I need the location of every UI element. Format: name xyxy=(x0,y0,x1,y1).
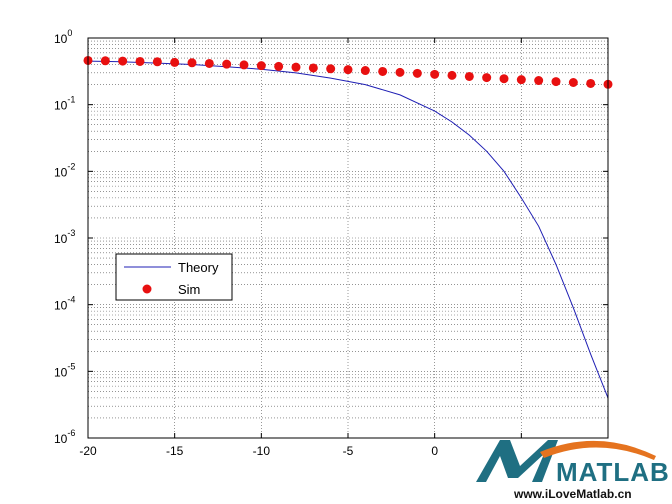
x-tick-label: -10 xyxy=(253,444,271,458)
matlab-logo-text: MATLAB xyxy=(556,457,670,487)
series-sim-point xyxy=(516,75,526,85)
series-sim-point xyxy=(447,70,457,80)
series-sim-point xyxy=(360,66,370,76)
series-sim-point xyxy=(326,64,336,74)
y-tick-label: 10-1 xyxy=(54,95,75,113)
x-tick-label: -20 xyxy=(79,444,97,458)
series-sim-point xyxy=(274,61,284,71)
series-sim-point xyxy=(256,61,266,71)
y-tick-label: 10-5 xyxy=(54,361,75,379)
legend-sim-label: Sim xyxy=(178,282,200,297)
series-sim-point xyxy=(187,58,197,68)
y-tick-label: 10-6 xyxy=(54,428,75,446)
y-tick-label: 10-3 xyxy=(54,228,75,246)
matlab-logo-swoosh xyxy=(540,440,656,460)
series-sim-point xyxy=(378,66,388,76)
y-axis-tick-labels: 100 10-1 10-2 10-3 10-4 10-5 10-6 xyxy=(54,28,75,446)
watermark-url: www.iLoveMatlab.cn xyxy=(513,487,632,501)
series-sim-point xyxy=(152,57,162,67)
series-sim-point xyxy=(118,56,128,66)
series-layer xyxy=(83,55,613,399)
series-theory-line xyxy=(87,60,609,399)
series-sim-point xyxy=(170,57,180,67)
legend: Theory Sim xyxy=(115,253,233,301)
axis-ticks xyxy=(87,37,609,439)
series-sim-point xyxy=(100,56,110,66)
series-sim-point xyxy=(204,58,214,68)
series-sim-point xyxy=(499,74,509,84)
series-sim-point xyxy=(135,56,145,66)
major-grid xyxy=(88,38,608,438)
y-tick-label: 100 xyxy=(54,28,72,46)
series-sim-point xyxy=(586,78,596,88)
x-tick-label: -15 xyxy=(166,444,184,458)
series-sim-point xyxy=(343,65,353,75)
series-sim-point xyxy=(464,71,474,81)
series-sim-point xyxy=(308,63,318,73)
matlab-watermark: MATLAB www.iLoveMatlab.cn xyxy=(462,440,672,504)
series-sim-point xyxy=(412,68,422,78)
series-sim-point xyxy=(430,69,440,79)
x-axis-tick-labels: -20-15-10-505 xyxy=(79,444,525,458)
matlab-logo-mark xyxy=(476,440,558,482)
legend-theory-label: Theory xyxy=(178,260,219,275)
series-sim-point xyxy=(568,78,578,88)
y-tick-label: 10-4 xyxy=(54,295,75,313)
x-tick-label: -5 xyxy=(343,444,354,458)
series-sim-point xyxy=(291,62,301,72)
y-tick-label: 10-2 xyxy=(54,161,75,179)
series-sim-point xyxy=(239,60,249,70)
legend-box xyxy=(115,253,233,301)
legend-sim-swatch xyxy=(142,284,152,294)
series-sim-point xyxy=(222,59,232,69)
series-sim-point xyxy=(551,77,561,87)
x-tick-label: 0 xyxy=(431,444,438,458)
series-sim-point xyxy=(482,73,492,83)
series-sim-point xyxy=(534,76,544,86)
series-sim-point xyxy=(395,67,405,77)
